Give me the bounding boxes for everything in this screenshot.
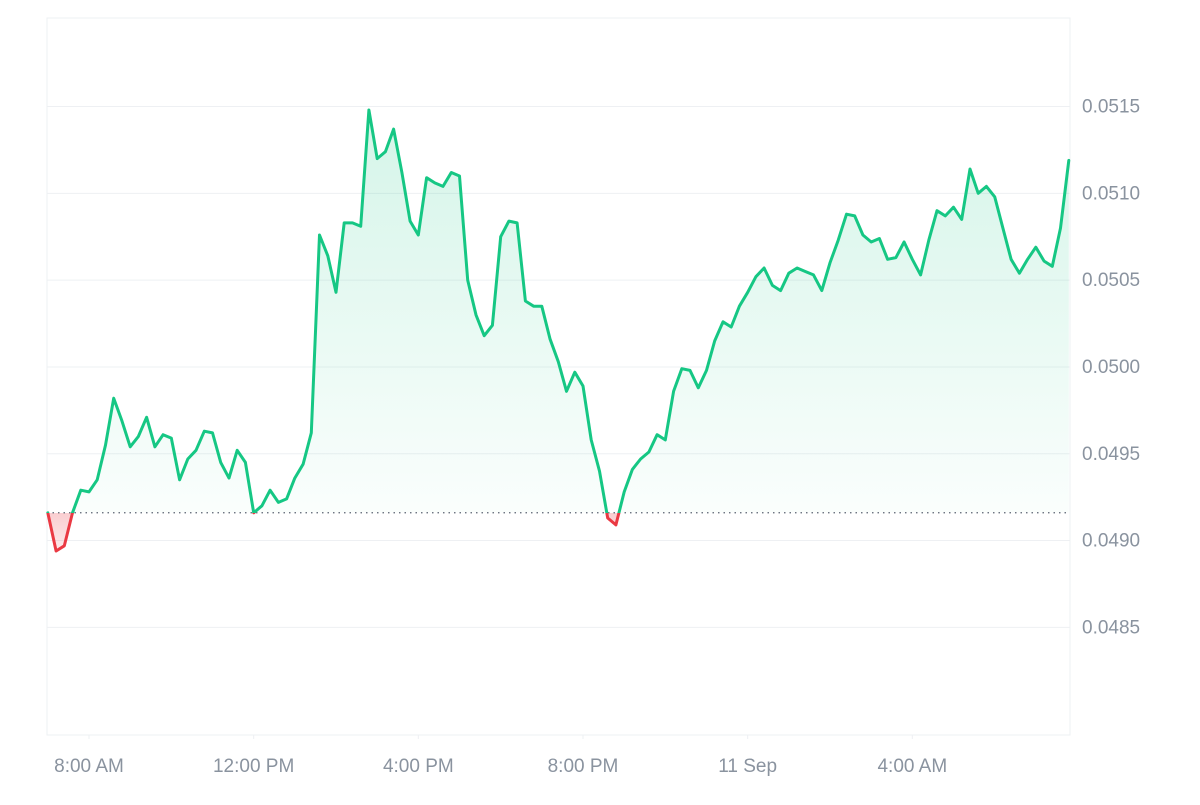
y-tick-label: 0.0500 xyxy=(1082,357,1140,378)
y-tick-label: 0.0485 xyxy=(1082,617,1140,638)
y-tick-label: 0.0510 xyxy=(1082,183,1140,204)
y-tick-label: 0.0515 xyxy=(1082,97,1140,118)
plot-frame xyxy=(46,17,1071,736)
x-tick-label: 11 Sep xyxy=(718,756,777,777)
x-tick-label: 8:00 AM xyxy=(54,756,124,777)
price-line xyxy=(46,108,1071,553)
x-tick-label: 8:00 PM xyxy=(548,756,619,777)
x-tick-label: 12:00 PM xyxy=(213,756,294,777)
area xyxy=(47,110,1069,551)
y-tick-label: 0.0495 xyxy=(1082,444,1140,465)
y-tick-label: 0.0490 xyxy=(1082,531,1140,552)
y-tick-label: 0.0505 xyxy=(1082,270,1140,291)
x-tick-label: 4:00 PM xyxy=(383,756,454,777)
x-tick-label: 4:00 AM xyxy=(877,756,947,777)
